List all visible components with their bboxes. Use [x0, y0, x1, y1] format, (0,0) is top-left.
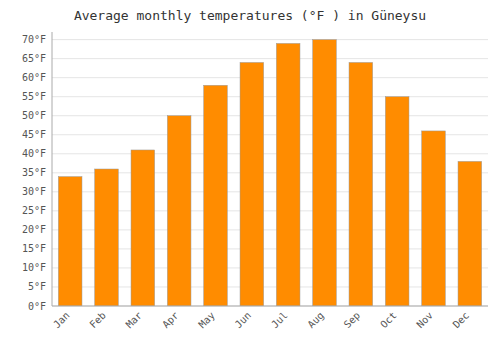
y-tick-label: 10°F — [22, 262, 46, 273]
x-tick-label: May — [196, 310, 217, 331]
x-tick-label: Jan — [51, 310, 72, 331]
y-tick-label: 35°F — [22, 167, 46, 178]
x-tick-label: Aug — [305, 310, 326, 331]
bar — [276, 43, 300, 306]
y-tick-label: 0°F — [28, 301, 46, 312]
y-tick-label: 65°F — [22, 53, 46, 64]
bars — [58, 40, 481, 306]
y-tick-label: 55°F — [22, 91, 46, 102]
grid-line — [52, 77, 488, 78]
x-axis-line — [52, 306, 488, 307]
bar — [349, 62, 373, 306]
y-tick-label: 5°F — [28, 281, 46, 292]
bar — [131, 150, 155, 306]
y-grid — [52, 40, 488, 306]
chart-svg: Average monthly temperatures (°F ) in Gü… — [0, 0, 500, 350]
bar — [313, 40, 337, 306]
y-tick-label: 15°F — [22, 243, 46, 254]
x-tick-label: Nov — [414, 310, 435, 331]
x-tick-label: Jul — [269, 310, 290, 331]
y-tick-label: 20°F — [22, 224, 46, 235]
y-tick-label: 70°F — [22, 34, 46, 45]
y-tick-label: 40°F — [22, 148, 46, 159]
grid-line — [52, 39, 488, 40]
bar — [385, 97, 409, 306]
x-tick-label: Mar — [124, 310, 145, 331]
bar — [204, 85, 228, 306]
y-axis-line — [52, 32, 53, 306]
title: Average monthly temperatures (°F ) in Gü… — [74, 8, 426, 23]
x-tick-label: Apr — [160, 310, 181, 331]
x-tick-label: Sep — [342, 310, 363, 331]
grid-line — [52, 115, 488, 116]
grid-line — [52, 96, 488, 97]
bar — [95, 169, 119, 306]
y-tick-label: 60°F — [22, 72, 46, 83]
bar — [167, 116, 191, 306]
y-tick-label: 45°F — [22, 129, 46, 140]
x-tick-label: Jun — [233, 310, 254, 331]
y-tick-label: 30°F — [22, 186, 46, 197]
x-tick-label: Feb — [87, 310, 108, 331]
grid-line — [52, 58, 488, 59]
x-tick-label: Oct — [378, 310, 399, 331]
grid-line — [52, 306, 488, 307]
bar — [240, 62, 264, 306]
bar — [58, 177, 82, 306]
bar — [458, 161, 482, 306]
y-tick-label: 50°F — [22, 110, 46, 121]
y-tick-label: 25°F — [22, 205, 46, 216]
chart-container: Average monthly temperatures (°F ) in Gü… — [0, 0, 500, 350]
x-tick-label: Dec — [451, 310, 472, 331]
bar — [422, 131, 446, 306]
